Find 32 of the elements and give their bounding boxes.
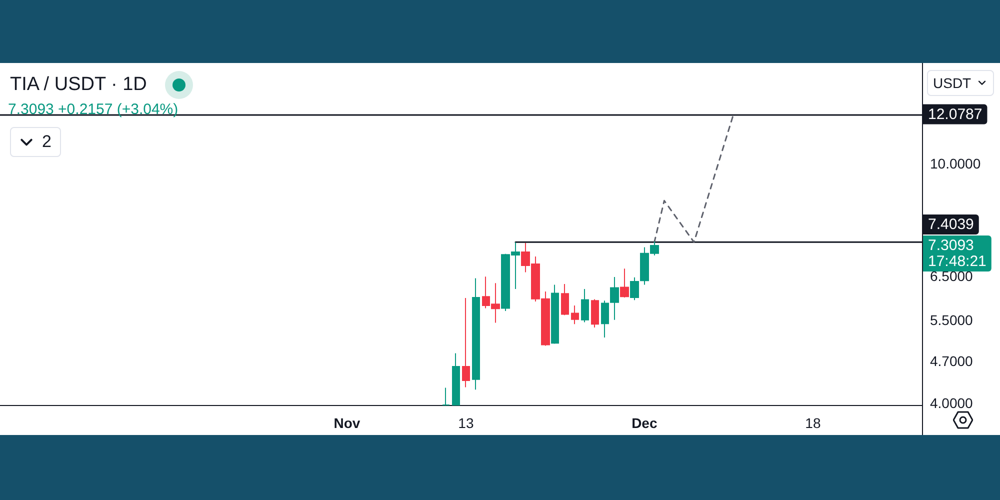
candlestick	[561, 283, 569, 316]
y-tick-label: 6.5000	[930, 268, 974, 284]
unit-dropdown: USDT	[927, 70, 994, 96]
candlestick	[610, 276, 619, 320]
y-tick-label: 10.0000	[930, 156, 981, 172]
candlestick	[442, 387, 450, 406]
x-tick-label: Nov	[334, 415, 360, 431]
candlestick	[601, 300, 609, 338]
text: 7.3093 17:48:21	[928, 237, 986, 270]
candlestick	[630, 276, 639, 301]
x-tick-label: 18	[805, 415, 821, 431]
expand-button: 2	[10, 127, 62, 157]
text: TIA / USDT · 1D	[10, 74, 147, 96]
candlestick	[581, 288, 589, 323]
text: 7.3093 +0.2157 (+3.04%)	[8, 101, 178, 118]
candlestick	[452, 352, 460, 406]
y-tick-label: 5.5000	[930, 312, 974, 328]
candlestick	[571, 305, 579, 325]
candlestick	[472, 278, 480, 390]
line-series	[654, 113, 734, 244]
candlestick	[462, 297, 470, 388]
candlestick	[551, 284, 559, 344]
annotation: 7.4039	[928, 216, 974, 234]
x-tick-label: Dec	[632, 415, 658, 431]
annotation: 2	[42, 132, 52, 152]
ref-line-label: 12.0787	[928, 106, 982, 123]
candlestick	[591, 298, 599, 328]
y-tick-label: 4.7000	[930, 352, 974, 369]
x-tick-label: 13	[458, 415, 474, 431]
candlestick	[620, 268, 629, 298]
y-axis-title: USDT	[933, 75, 972, 91]
y-tick-label: 4.0000	[930, 395, 974, 412]
